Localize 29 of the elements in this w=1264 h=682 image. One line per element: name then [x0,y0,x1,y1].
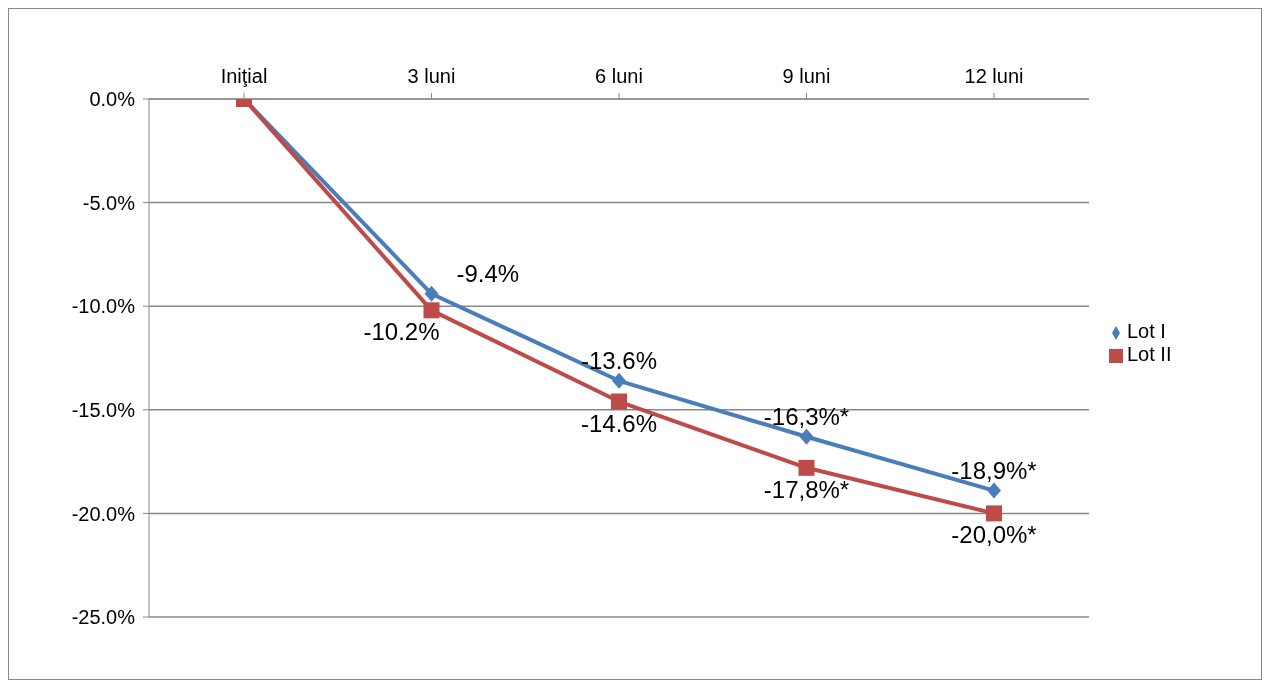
y-tick-label: -5.0% [82,191,136,214]
data-label: -14.6% [580,409,658,437]
point [987,482,1001,499]
y-tick-label: -10.0% [71,295,136,318]
y-tick-label: -20.0% [71,502,136,525]
point [799,428,814,445]
data-label: -17,8%* [763,475,850,503]
x-tick-label: 3 luni [407,65,456,87]
data-label: -20,0%* [951,521,1037,549]
point [423,302,440,319]
legend-label: Lot I [1127,320,1166,342]
y-tick-label: -25.0% [71,606,136,629]
point [798,459,815,476]
x-tick-label: Iniţial [220,65,268,87]
x-tick-label: 6 luni [595,65,643,87]
data-label: -18,9%* [951,456,1037,484]
x-tick-label: 12 luni [964,65,1024,87]
data-label: -9.4% [456,259,520,287]
y-tick-label: -15.0% [71,398,136,421]
data-label: -10.2% [363,318,440,346]
point [612,372,626,389]
point [611,393,627,410]
point [424,285,439,302]
x-tick-label: 9 luni [782,65,831,87]
data-label: -13.6% [580,346,658,374]
legend-label: Lot II [1127,343,1172,365]
y-tick-label: 0.0% [89,88,136,111]
point [986,505,1002,522]
data-label: -16,3%* [763,402,850,430]
